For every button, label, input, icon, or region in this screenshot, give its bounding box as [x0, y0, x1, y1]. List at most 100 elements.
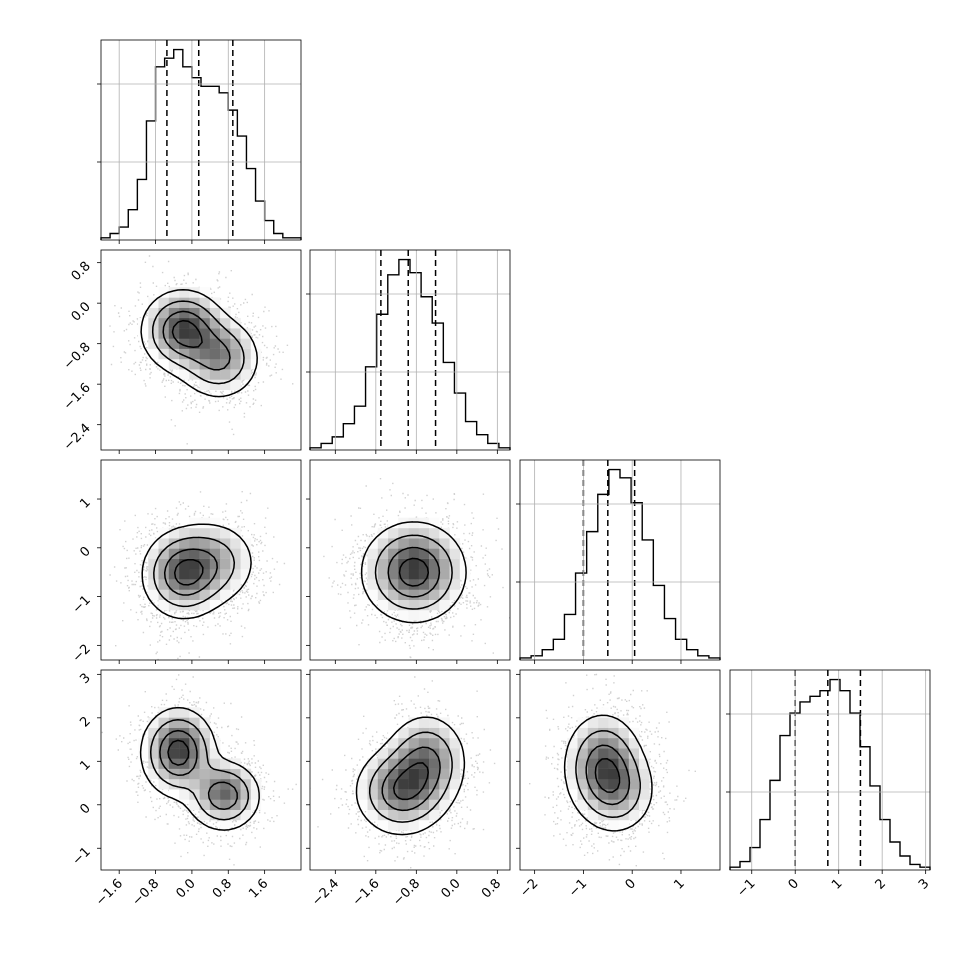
- density-cell: [377, 748, 389, 759]
- density-cell: [388, 768, 399, 780]
- density-cell: [199, 799, 211, 810]
- density-cell: [598, 778, 609, 790]
- density-cell: [220, 589, 231, 600]
- density-cell: [608, 778, 619, 790]
- density-cell: [189, 548, 200, 559]
- histogram-panel-4: [729, 670, 931, 870]
- density-cell: [179, 348, 190, 360]
- density-cell: [199, 538, 211, 549]
- density-cell: [429, 517, 440, 529]
- density-cell: [189, 748, 200, 759]
- density-cell: [449, 548, 461, 559]
- density-cell: [377, 558, 389, 570]
- density-cell: [179, 527, 190, 539]
- density-cell: [148, 737, 159, 749]
- density-cell: [148, 338, 159, 349]
- density-cell: [377, 809, 389, 821]
- density-cell: [628, 789, 640, 800]
- density-cell: [567, 758, 578, 769]
- density-cell: [250, 338, 262, 349]
- tick-label: −2.4: [61, 421, 94, 454]
- density-cell: [189, 778, 200, 790]
- tick-label: −1: [566, 876, 590, 900]
- density-cell: [220, 789, 231, 800]
- density-cell: [138, 328, 149, 339]
- density-cell: [388, 527, 399, 539]
- density-cell: [439, 758, 450, 769]
- density-cell: [199, 307, 211, 319]
- density-cell: [209, 548, 221, 559]
- scatter-5-frame: [309, 669, 511, 871]
- density-cell: [240, 369, 252, 380]
- density-cell: [577, 758, 588, 769]
- contour-level-2: [374, 534, 453, 610]
- density-cell: [429, 599, 440, 611]
- density-cell: [158, 748, 169, 759]
- density-cell: [357, 789, 368, 800]
- density-cell: [220, 338, 231, 349]
- density-cell: [598, 707, 609, 718]
- density-cell: [377, 568, 389, 580]
- histogram-2-frame: [309, 249, 511, 451]
- density-cell: [388, 589, 399, 600]
- tick-label: 0: [77, 544, 93, 560]
- tick-label: −1.6: [61, 380, 94, 413]
- density-cell: [209, 338, 221, 349]
- density-cell: [148, 717, 159, 728]
- density-cell: [230, 358, 241, 370]
- density-cell: [199, 589, 211, 600]
- density-cell: [398, 768, 409, 780]
- density-cell: [158, 599, 169, 611]
- density-cell: [429, 758, 440, 769]
- density-cell: [357, 768, 368, 780]
- density-cell: [449, 778, 461, 790]
- density-cell: [158, 579, 169, 590]
- density-cell: [608, 809, 619, 821]
- contour-level-3: [585, 744, 631, 806]
- tick-label: 0: [786, 876, 802, 892]
- density-cell: [418, 789, 430, 800]
- density-cell: [408, 579, 420, 590]
- contour-level-3: [159, 729, 238, 811]
- grid-lines: [310, 250, 510, 450]
- density-cell: [367, 809, 378, 821]
- density-cell: [398, 538, 409, 549]
- scatter-panel-4: [101, 674, 297, 866]
- density-cell: [388, 579, 399, 590]
- density-cell: [250, 778, 262, 790]
- density-cell: [168, 589, 180, 600]
- density-cell: [240, 328, 252, 339]
- scatter-4-frame: [100, 669, 302, 871]
- density-cell: [189, 358, 200, 370]
- density-cell: [429, 737, 440, 749]
- density-cell: [168, 748, 180, 759]
- density-cell: [398, 599, 409, 611]
- density-cell: [189, 717, 200, 728]
- density-cell: [158, 297, 169, 308]
- scatter-1-frame: [100, 249, 302, 451]
- density-cell: [608, 748, 619, 759]
- density-cell: [388, 778, 399, 790]
- density-cell: [189, 527, 200, 539]
- density-cell: [439, 568, 450, 580]
- density-cell: [199, 527, 211, 539]
- density-cell: [418, 527, 430, 539]
- density-cell: [377, 768, 389, 780]
- density-cell: [230, 317, 241, 329]
- density-cell: [449, 568, 461, 580]
- tick-label: 0.8: [69, 259, 94, 284]
- density-cell: [148, 348, 159, 360]
- density-cell: [168, 527, 180, 539]
- density-cell: [388, 558, 399, 570]
- density-cell: [398, 568, 409, 580]
- density-cell: [209, 768, 221, 780]
- density-cell: [199, 379, 211, 390]
- density-cell: [189, 727, 200, 739]
- density-cell: [168, 717, 180, 728]
- density-cell: [158, 548, 169, 559]
- scatter-panel-1: [109, 255, 294, 445]
- density-cell: [168, 307, 180, 319]
- density-cell: [449, 589, 461, 600]
- density-cell: [587, 758, 599, 769]
- histogram-bars: [100, 48, 302, 240]
